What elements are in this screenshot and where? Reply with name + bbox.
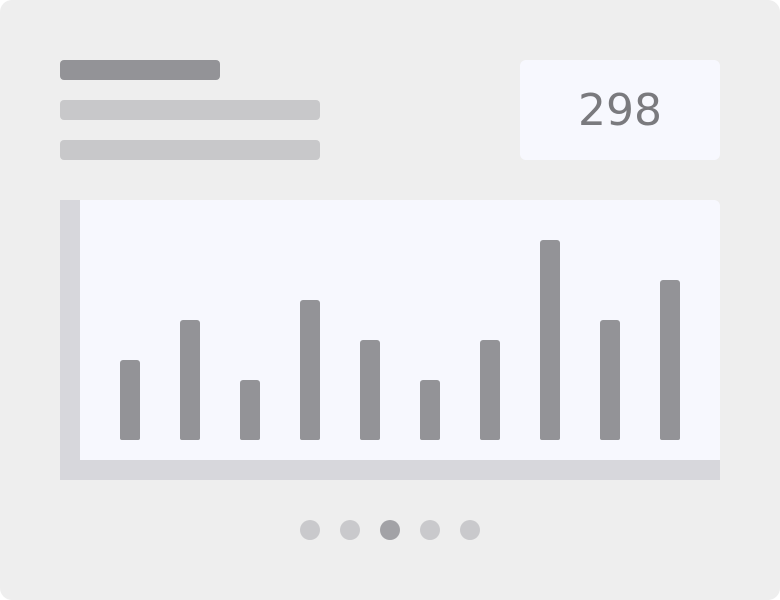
page-dot-1[interactable] [300,520,320,540]
chart-bar [180,320,200,440]
text-line-placeholder [60,140,320,160]
page-dot-4[interactable] [420,520,440,540]
stat-card: 298 [520,60,720,160]
chart-bar [660,280,680,440]
page-dot-5[interactable] [460,520,480,540]
bar-chart [60,200,720,480]
y-axis [60,200,80,480]
chart-bar [480,340,500,440]
x-axis [60,460,720,480]
chart-bar [240,380,260,440]
plot-area [80,200,720,460]
stat-value: 298 [578,84,662,136]
title-placeholder [60,60,220,80]
chart-bar [600,320,620,440]
pagination-dots [300,520,480,540]
text-line-placeholder [60,100,320,120]
page-dot-2[interactable] [340,520,360,540]
chart-bar [120,360,140,440]
chart-bar [420,380,440,440]
chart-bar [360,340,380,440]
chart-bar [540,240,560,440]
page-dot-3[interactable] [380,520,400,540]
chart-bar [300,300,320,440]
